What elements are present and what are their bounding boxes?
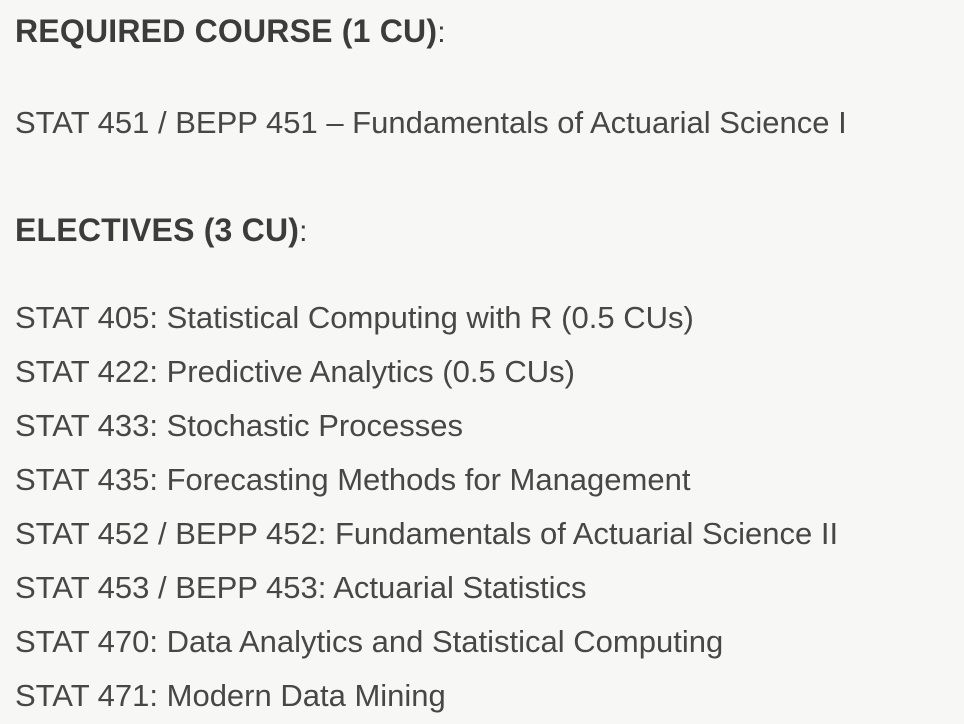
elective-course-item: STAT 452 / BEPP 452: Fundamentals of Act… — [15, 516, 839, 551]
electives-heading-text: ELECTIVES (3 CU) — [15, 212, 300, 248]
elective-course-item: STAT 433: Stochastic Processes — [15, 408, 463, 443]
required-course-heading: REQUIRED COURSE (1 CU): — [15, 10, 949, 54]
electives-heading-colon: : — [299, 215, 308, 248]
elective-course-item: STAT 405: Statistical Computing with R (… — [15, 300, 694, 335]
required-course-heading-colon: : — [437, 16, 446, 49]
electives-list: STAT 405: Statistical Computing with R (… — [15, 291, 949, 723]
elective-course-item: STAT 470: Data Analytics and Statistical… — [15, 624, 724, 659]
required-course-item: STAT 451 / BEPP 451 – Fundamentals of Ac… — [15, 105, 847, 140]
elective-course-item: STAT 453 / BEPP 453: Actuarial Statistic… — [15, 570, 587, 605]
elective-course-item: STAT 435: Forecasting Methods for Manage… — [15, 462, 691, 497]
required-course-heading-text: REQUIRED COURSE (1 CU) — [15, 13, 438, 49]
elective-course-item: STAT 471: Modern Data Mining — [15, 678, 446, 713]
electives-heading: ELECTIVES (3 CU): — [15, 209, 949, 253]
elective-course-item: STAT 422: Predictive Analytics (0.5 CUs) — [15, 354, 575, 389]
